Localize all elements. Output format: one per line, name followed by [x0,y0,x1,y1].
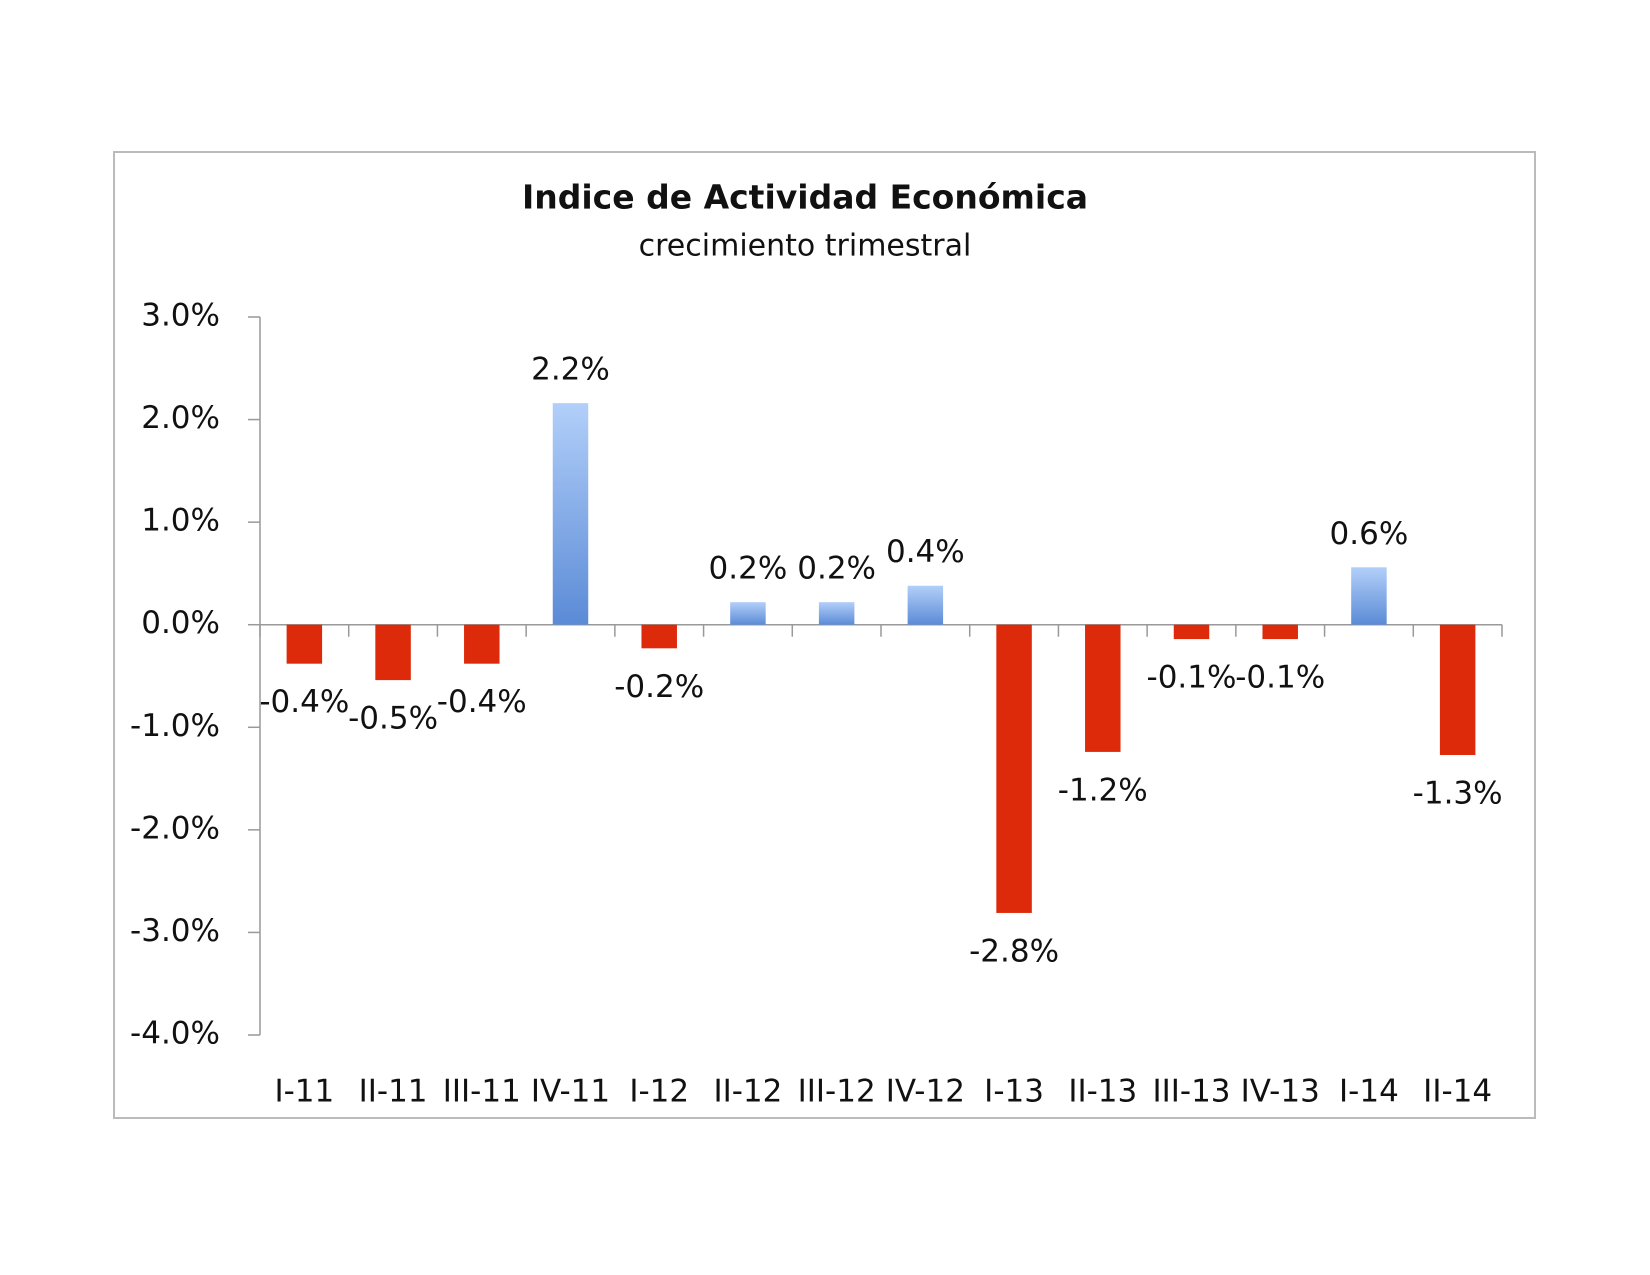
bar [907,585,944,625]
x-tick-label: I-14 [1339,1074,1399,1110]
x-tick-label: IV-12 [886,1074,965,1110]
data-label: -0.1% [1235,660,1325,696]
bar [375,624,411,681]
data-label: 0.6% [1330,516,1409,552]
bar [1262,624,1298,640]
bar [1173,624,1210,640]
y-tick-label: 3.0% [141,298,220,334]
x-tick-label: IV-13 [1241,1074,1320,1110]
x-tick-label: II-11 [359,1074,428,1110]
x-tick-label: I-13 [984,1074,1044,1110]
data-label: -2.8% [969,933,1059,969]
x-tick-label: II-12 [713,1074,782,1110]
bar [552,403,589,625]
chart-title: Indice de Actividad Económica [522,178,1088,217]
bar [996,624,1032,913]
bar [818,602,855,625]
x-tick-label: II-14 [1423,1074,1492,1110]
chart-frame [113,151,1536,1119]
x-tick-label: III-11 [443,1074,521,1110]
bar [1439,624,1476,755]
x-tick-label: I-11 [274,1074,334,1110]
bar [730,602,766,625]
y-tick-label: 0.0% [141,605,220,641]
y-tick-label: -3.0% [130,913,220,949]
bar [1351,567,1387,625]
data-label: -1.2% [1058,772,1148,808]
data-label: 2.2% [531,352,610,388]
y-tick-label: -4.0% [130,1016,220,1052]
data-label: 0.2% [797,551,876,587]
data-label: -0.4% [437,684,527,720]
data-label: 0.2% [709,551,788,587]
bar [464,624,500,664]
data-label: -1.3% [1413,775,1503,811]
x-tick-label: II-13 [1068,1074,1137,1110]
data-label: -0.1% [1147,660,1237,696]
x-tick-label: III-13 [1152,1074,1230,1110]
data-label: -0.4% [259,684,349,720]
bar [641,624,677,649]
x-tick-label: III-12 [798,1074,876,1110]
bar [286,624,323,664]
y-tick-label: -2.0% [130,810,220,846]
y-tick-label: -1.0% [130,708,220,744]
y-tick-label: 2.0% [141,400,220,436]
x-tick-label: I-12 [629,1074,689,1110]
bar [1085,624,1121,752]
y-tick-label: 1.0% [141,503,220,539]
x-tick-label: IV-11 [531,1074,610,1110]
data-label: -0.5% [348,701,438,737]
chart-subtitle: crecimiento trimestral [639,229,972,264]
data-label: -0.2% [614,669,704,705]
data-label: 0.4% [886,534,965,570]
